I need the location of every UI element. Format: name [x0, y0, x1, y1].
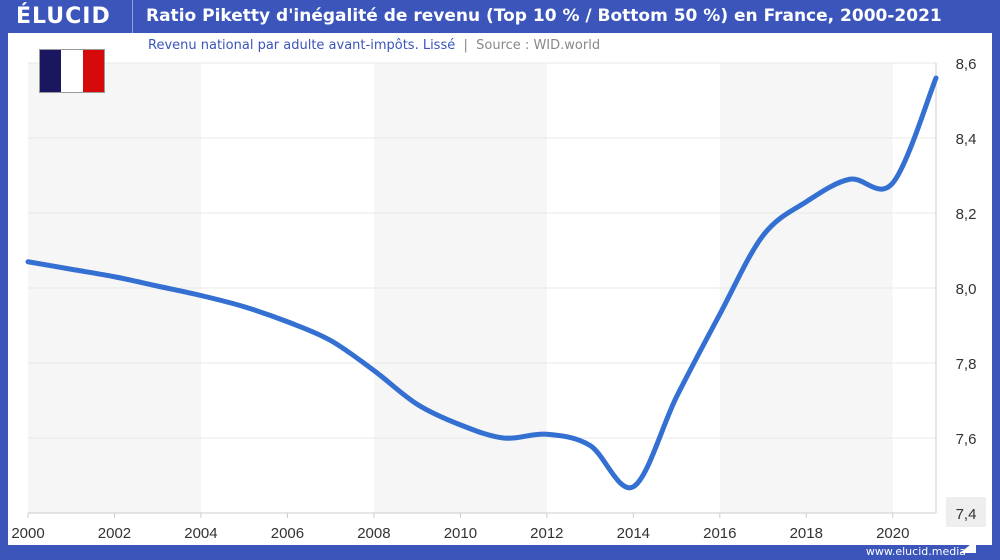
x-tick-label: 2014 [617, 525, 650, 542]
x-tick-label: 2004 [184, 525, 217, 542]
elucid-logo: ÉLUCID [16, 4, 111, 29]
separator: | [463, 38, 468, 53]
x-tick-label: 2020 [876, 525, 909, 542]
y-tick-label: 7,8 [956, 356, 977, 373]
source: Source : WID.world [476, 38, 601, 53]
x-tick-label: 2010 [444, 525, 477, 542]
header-divider [132, 0, 133, 33]
y-tick-label: 7,4 [956, 506, 977, 523]
y-tick-label: 8,2 [956, 206, 977, 223]
y-tick-label: 8,6 [956, 56, 977, 73]
subtitle-text: Revenu national par adulte avant-impôts.… [148, 38, 456, 53]
x-tick-label: 2012 [530, 525, 563, 542]
france-flag-icon [39, 49, 105, 93]
y-tick-label: 8,0 [956, 281, 977, 298]
y-tick-bg [946, 497, 986, 527]
x-tick-label: 2000 [11, 525, 44, 542]
x-tick-label: 2002 [98, 525, 131, 542]
x-tick-label: 2016 [703, 525, 736, 542]
x-tick-label: 2018 [790, 525, 823, 542]
chart-title: Ratio Piketty d'inégalité de revenu (Top… [146, 6, 942, 26]
x-tick-label: 2006 [271, 525, 304, 542]
y-tick-label: 7,6 [956, 431, 977, 448]
x-tick-label: 2008 [357, 525, 390, 542]
y-tick-label: 8,4 [956, 131, 977, 148]
series-line [25, 75, 939, 491]
website-link[interactable]: www.elucid.media [865, 545, 966, 558]
chart-subtitle: Revenu national par adulte avant-impôts.… [148, 38, 600, 53]
logo-mark-icon [960, 540, 976, 553]
